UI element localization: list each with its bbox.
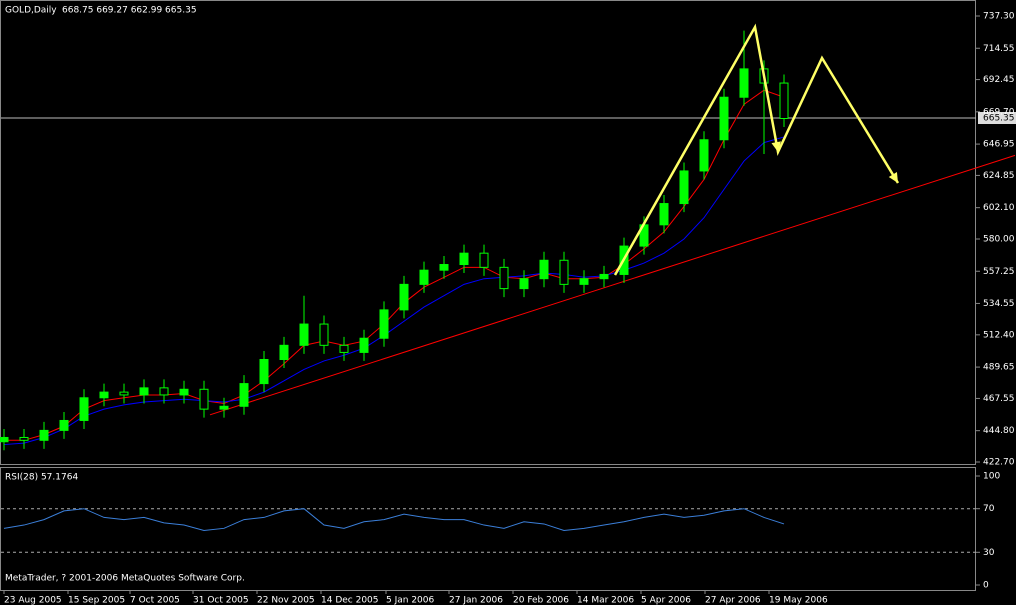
y-tick-label: 624.85	[983, 171, 1015, 181]
candle-body	[739, 68, 749, 98]
candle-body	[119, 391, 129, 396]
candle-body	[239, 383, 249, 407]
y-tick-label: 557.25	[983, 267, 1015, 277]
y-tick-label: 489.65	[983, 363, 1015, 373]
arrow-head	[771, 141, 781, 152]
candle-body	[399, 283, 409, 311]
y-tick-label: 714.55	[983, 44, 1015, 54]
footer: MetaTrader, ? 2001-2006 MetaQuotes Softw…	[5, 574, 245, 584]
candle-body	[659, 203, 669, 226]
candle-body	[59, 419, 69, 431]
y-tick-label: 737.30	[983, 12, 1015, 22]
y-tick-label: 646.95	[983, 140, 1015, 150]
y-tick-label: 70	[983, 504, 995, 514]
arrow-head	[888, 172, 898, 184]
moving-average	[4, 89, 785, 441]
y-tick-label: 444.80	[983, 426, 1015, 436]
candle-body	[559, 259, 569, 285]
candle-body	[279, 344, 289, 361]
x-tick-label: 27 Apr 2006	[705, 596, 761, 605]
y-tick-label: 100	[983, 472, 1000, 482]
candle-body	[339, 344, 349, 353]
candle-body	[539, 259, 549, 280]
y-tick-label: 512.40	[983, 330, 1015, 340]
x-tick-label: 31 Oct 2005	[193, 596, 249, 605]
candle-body	[599, 273, 609, 280]
x-tick-label: 15 Sep 2005	[68, 596, 125, 605]
x-tick-label: 19 May 2006	[769, 596, 828, 605]
x-tick-label: 27 Jan 2006	[449, 596, 503, 605]
candle-body	[379, 309, 389, 339]
y-tick-label: 602.10	[983, 203, 1015, 213]
current-price-label: 665.35	[983, 114, 1015, 124]
y-tick-label: 534.55	[983, 299, 1015, 309]
rsi-panel	[0, 467, 976, 591]
candle-body	[79, 397, 89, 421]
candle-body	[219, 405, 229, 410]
candle-body	[699, 139, 709, 172]
y-tick-label: 467.55	[983, 394, 1015, 404]
chart-title: GOLD,Daily	[5, 6, 57, 16]
y-tick-label: 669.70	[983, 107, 1015, 117]
candle-body	[519, 278, 529, 290]
x-tick-label: 20 Feb 2006	[513, 596, 569, 605]
x-tick-label: 14 Dec 2005	[321, 596, 379, 605]
candle-body	[359, 337, 369, 353]
candle-body	[319, 323, 329, 346]
candle-body	[479, 252, 489, 268]
y-tick-label: 580.00	[983, 235, 1015, 245]
candle-body	[499, 266, 509, 290]
candle-body	[179, 388, 189, 396]
candle-body	[159, 387, 169, 396]
x-tick-label: 7 Oct 2005	[130, 596, 180, 605]
trendline	[209, 154, 1016, 416]
current-price-box	[978, 112, 1016, 125]
quote: 668.75 669.27 662.99 665.35	[62, 6, 197, 16]
candle-body	[19, 436, 29, 441]
candle-body	[259, 359, 269, 385]
moving-average	[3, 136, 785, 446]
rsi-line	[3, 508, 785, 532]
candle-body	[39, 429, 49, 441]
candle-body	[139, 387, 149, 396]
candle-body	[719, 96, 729, 141]
candle-body	[439, 264, 449, 271]
x-tick-label: 14 Mar 2006	[577, 596, 634, 605]
y-tick-label: 692.45	[983, 75, 1015, 85]
candle-body	[99, 391, 109, 399]
candle-body	[579, 278, 589, 285]
x-tick-label: 23 Aug 2005	[4, 596, 62, 605]
y-tick-label: 30	[983, 548, 995, 558]
zigzag	[613, 23, 900, 276]
candle-body	[0, 436, 9, 443]
candle-body	[419, 269, 429, 285]
x-tick-label: 5 Apr 2006	[641, 596, 691, 605]
candle-body	[199, 388, 209, 410]
candle-body	[299, 323, 309, 346]
candle-body	[779, 82, 789, 119]
x-tick-label: 22 Nov 2005	[257, 596, 315, 605]
y-tick-label: 0	[983, 581, 989, 591]
x-tick-label: 5 Jan 2006	[386, 596, 434, 605]
y-tick-label: 422.70	[983, 458, 1015, 468]
rsi-title: RSI(28) 57.1764	[5, 473, 78, 483]
candle-body	[459, 252, 469, 266]
price-panel	[0, 0, 976, 465]
candle-body	[679, 170, 689, 205]
